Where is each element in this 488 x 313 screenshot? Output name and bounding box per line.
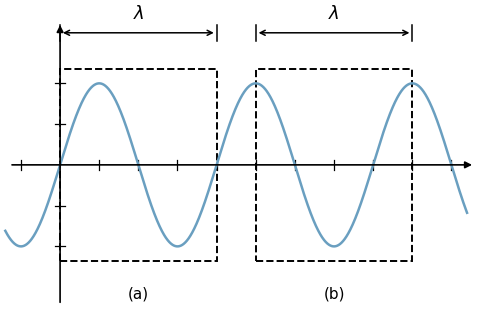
Text: $\lambda$: $\lambda$ — [133, 5, 144, 23]
Text: (b): (b) — [323, 286, 345, 301]
Text: (a): (a) — [128, 286, 149, 301]
Text: $\lambda$: $\lambda$ — [328, 5, 340, 23]
Bar — [60, 69, 217, 261]
Bar — [256, 69, 412, 261]
